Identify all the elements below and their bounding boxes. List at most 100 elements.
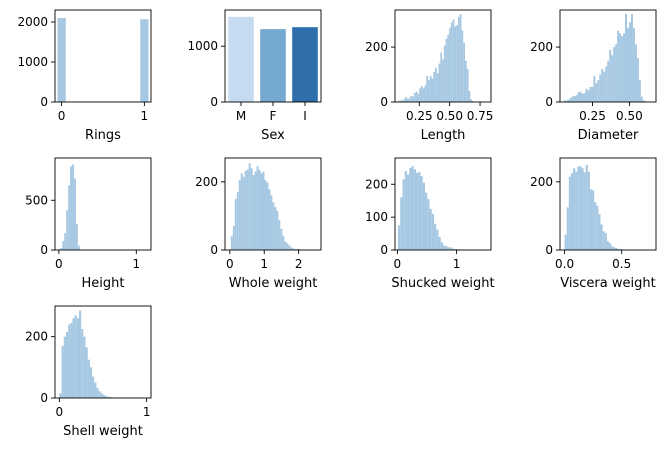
histogram-bin	[602, 231, 605, 250]
histogram-bin	[424, 192, 428, 250]
x-axis-label: Shell weight	[63, 424, 143, 439]
x-tick-label: 0.50	[616, 109, 643, 123]
histogram-bin	[400, 197, 403, 250]
histogram-bin	[406, 98, 409, 102]
histogram-bin	[459, 14, 462, 103]
histogram-bin	[585, 88, 588, 102]
histogram-bin	[470, 99, 473, 102]
subplot-2: M F I 0 1000 Sex	[187, 9, 322, 143]
axes-frame	[224, 9, 322, 103]
x-tick-label: M	[236, 109, 246, 123]
histogram-bin	[98, 391, 101, 398]
subplot-7: 0 1 0 100 200 Shucked weight	[365, 157, 495, 291]
histogram-bin	[244, 170, 247, 250]
histogram-bin	[427, 80, 430, 102]
histogram-bin	[606, 241, 609, 250]
bar-M	[228, 16, 254, 103]
histogram-bin	[594, 202, 597, 250]
histogram-bin	[575, 95, 578, 102]
histogram-bin	[611, 245, 614, 250]
y-tick-label: 200	[195, 175, 218, 189]
histogram-bin	[100, 393, 103, 398]
x-tick-label: 0	[394, 257, 402, 271]
histogram-bin	[413, 169, 416, 250]
histogram-bin	[454, 249, 457, 250]
histogram-bin	[577, 92, 580, 102]
histogram-bin	[595, 83, 598, 102]
histogram-bin	[72, 318, 75, 398]
histogram-bin	[597, 80, 600, 102]
subplot-1: 0 1 0 1000 2000 Rings	[17, 9, 152, 143]
histogram-bin	[72, 164, 74, 250]
histogram-bin	[632, 27, 635, 102]
y-tick-label: 0	[545, 243, 553, 257]
histogram-bin	[64, 233, 67, 250]
histogram-bin	[103, 394, 106, 398]
histogram-bin	[258, 169, 261, 250]
x-tick-label: 0.0	[555, 257, 574, 271]
x-axis-label: Viscera weight	[560, 276, 655, 291]
histogram-bin	[445, 246, 448, 250]
histogram-bin	[440, 242, 443, 250]
histogram-bin	[284, 241, 287, 250]
histogram-bin	[638, 80, 641, 102]
histogram-bin	[429, 75, 432, 102]
histogram-bin	[642, 100, 645, 102]
histogram-bin	[417, 93, 420, 102]
histogram-bin	[68, 324, 71, 398]
histogram-bin	[426, 75, 428, 102]
histogram-bin	[415, 91, 418, 102]
histogram-bin	[440, 52, 443, 102]
histogram-bin	[274, 207, 277, 250]
histogram-bin	[593, 75, 596, 102]
histogram-bin	[585, 164, 588, 250]
histogram-bin	[406, 174, 410, 250]
histogram-bin	[290, 247, 293, 250]
histogram-bin	[599, 74, 602, 102]
histogram-bin	[452, 248, 455, 250]
histogram-bin	[611, 55, 614, 102]
histogram-bin	[256, 166, 259, 250]
histogram-bin	[640, 96, 643, 102]
histogram-bin	[401, 100, 404, 102]
x-axis-label: Diameter	[578, 128, 639, 143]
histogram-bin	[266, 182, 269, 250]
histogram-bin	[565, 100, 568, 102]
axes-frame	[54, 157, 152, 251]
histogram-bin	[636, 58, 639, 102]
x-tick-label: 0	[58, 109, 66, 123]
histogram-bin	[413, 92, 416, 102]
histogram-bin	[563, 100, 566, 102]
axes-frame	[54, 9, 152, 103]
histogram-bin	[468, 91, 471, 102]
histogram-bin	[613, 247, 616, 250]
histogram-bin	[568, 176, 571, 250]
histogram-bin	[296, 248, 299, 250]
axes-frame	[54, 305, 152, 399]
histogram-bin	[457, 16, 460, 103]
histogram-bin	[288, 245, 291, 250]
histogram-bin	[442, 59, 444, 102]
histogram-bin	[250, 168, 253, 250]
histogram-bin	[589, 86, 592, 102]
histogram-bin	[627, 27, 630, 102]
histogram-bin	[85, 347, 88, 398]
histogram-bin	[405, 97, 407, 102]
histogram-bin	[619, 33, 622, 102]
histogram-bin	[433, 223, 437, 250]
histogram-bin	[411, 166, 414, 250]
histogram-bin	[449, 247, 453, 250]
histogram-bin	[570, 173, 574, 250]
histogram-bin	[608, 243, 612, 250]
histogram-bin	[464, 60, 467, 102]
histogram-bin	[619, 248, 622, 250]
x-tick-label: 1	[143, 405, 151, 419]
histogram-bin	[596, 205, 599, 250]
histogram-bin	[254, 171, 257, 250]
y-tick-label: 200	[365, 40, 388, 54]
histogram-bin	[278, 220, 281, 250]
x-axis-label: Length	[421, 128, 466, 143]
histogram-bin	[79, 310, 82, 398]
x-tick-label: 0.25	[406, 109, 433, 123]
